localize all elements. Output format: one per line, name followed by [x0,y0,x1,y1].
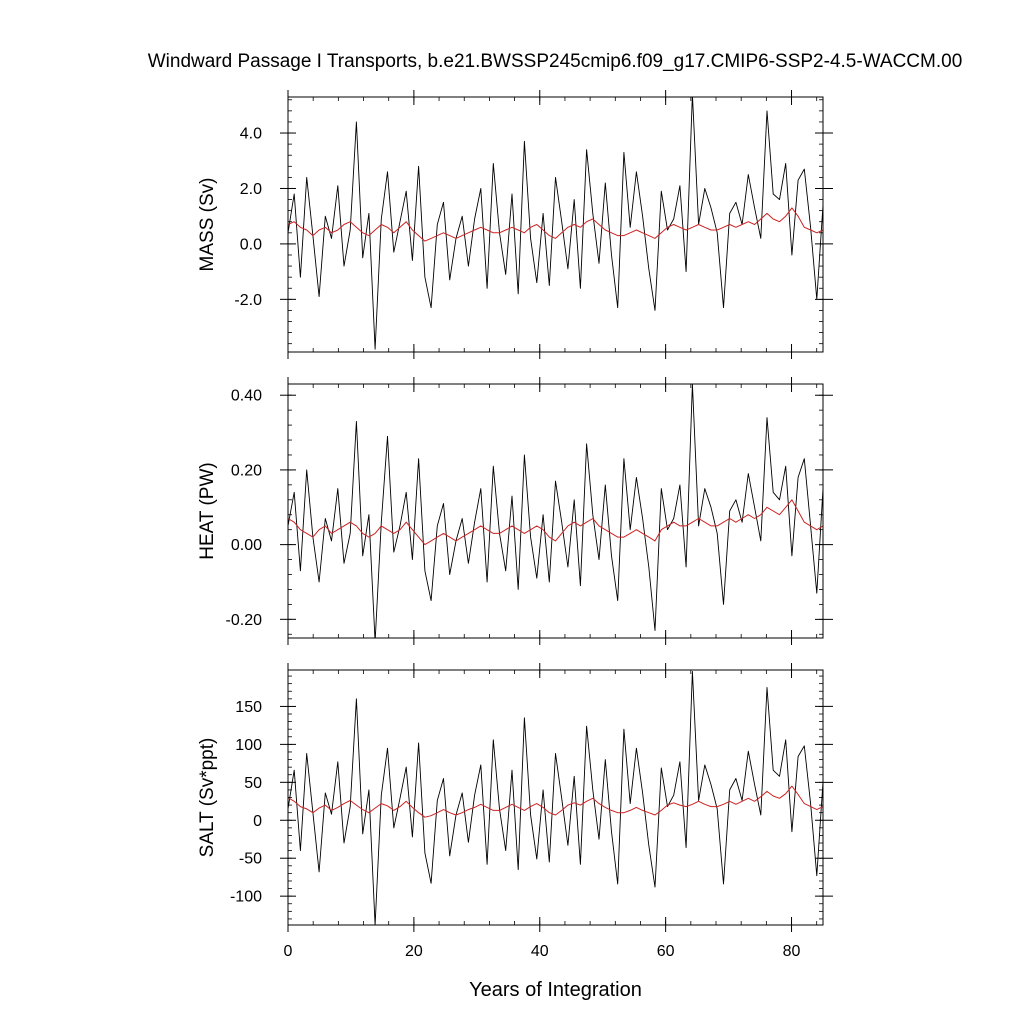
panel-salt: 0 20 40 60 80 -100 -50 0 50 100 150 SALT (Sv*ppt) Ye… [197,663,833,1001]
series-group [288,384,823,638]
y-axis-label: SALT (Sv*ppt) [197,738,218,858]
y-tick-label: 0.20 [231,462,262,479]
plot-frame [287,96,824,353]
plot-frame [287,383,824,639]
series-line-raw [288,97,823,350]
x-tick-label: 80 [783,943,801,960]
y-tick-label: 4.0 [240,126,262,143]
x-tick-label: 0 [284,943,293,960]
y-tick-label: 0 [253,813,262,830]
y-tick-label: 0.00 [231,537,262,554]
panels: -2.0 0.0 2.0 4.0 MASS (Sv) -0.20 0.00 0.20 0.40 H… [197,90,833,1001]
series-line-smoothed [288,785,823,818]
y-tick-label: -2.0 [234,292,262,309]
figure-title: Windward Passage I Transports, b.e21.BWS… [148,51,963,72]
y-tick-label: -50 [239,851,262,868]
series-line-raw [288,671,823,925]
x-axis-label: Years of Integration [469,979,642,1001]
series-group [288,671,823,925]
y-tick-label: 0.40 [231,388,262,405]
y-tick-label: -0.20 [226,612,263,629]
y-tick-label: -100 [230,889,262,906]
series-line-smoothed [288,499,823,546]
y-tick-label: 100 [235,737,262,754]
panel-mass: -2.0 0.0 2.0 4.0 MASS (Sv) [197,90,833,359]
x-tick-label: 40 [531,943,549,960]
series-group [288,97,823,350]
y-tick-label: 150 [235,699,262,716]
panel-heat: -0.20 0.00 0.20 0.40 HEAT (PW) [197,377,833,645]
y-tick-label: 2.0 [240,181,262,198]
y-tick-label: 0.0 [240,236,262,253]
series-line-smoothed [288,207,823,242]
series-line-raw [288,384,823,638]
x-tick-label: 60 [657,943,675,960]
y-axis-label: MASS (Sv) [197,178,218,272]
x-tick-label: 20 [405,943,423,960]
y-axis-label: HEAT (PW) [197,462,218,559]
y-tick-label: 50 [244,775,262,792]
